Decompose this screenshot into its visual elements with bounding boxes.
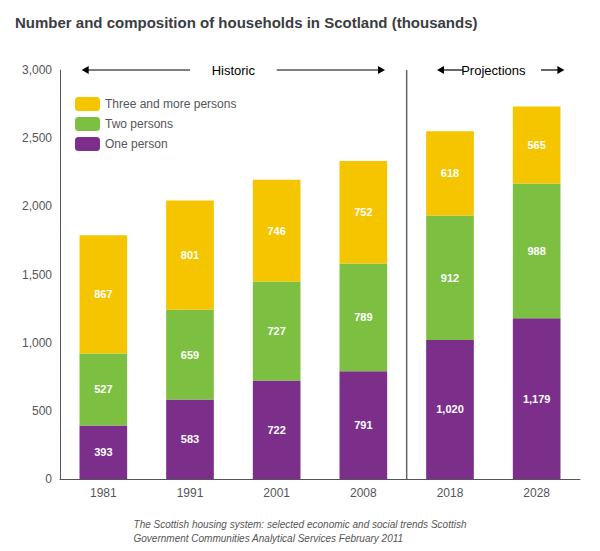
svg-text:0: 0: [45, 472, 52, 486]
svg-text:Government Communities Analyti: Government Communities Analytical Servic…: [134, 533, 404, 544]
svg-text:727: 727: [267, 325, 285, 337]
svg-text:801: 801: [181, 249, 199, 261]
svg-text:2,500: 2,500: [22, 131, 52, 145]
svg-text:2008: 2008: [350, 486, 377, 500]
svg-text:Projections: Projections: [461, 63, 526, 78]
svg-text:527: 527: [94, 383, 112, 395]
svg-text:2,000: 2,000: [22, 199, 52, 213]
svg-text:1991: 1991: [177, 486, 204, 500]
svg-text:1,000: 1,000: [22, 336, 52, 350]
svg-text:Historic: Historic: [212, 63, 256, 78]
svg-text:659: 659: [181, 349, 199, 361]
svg-text:867: 867: [94, 288, 112, 300]
svg-text:1,500: 1,500: [22, 268, 52, 282]
svg-text:Two persons: Two persons: [105, 117, 173, 131]
svg-text:722: 722: [267, 424, 285, 436]
svg-text:2001: 2001: [263, 486, 290, 500]
svg-text:3,000: 3,000: [22, 63, 52, 77]
svg-text:912: 912: [441, 272, 459, 284]
svg-text:Number and composition of hous: Number and composition of households in …: [15, 14, 478, 31]
svg-text:791: 791: [354, 419, 372, 431]
svg-text:The Scottish housing system: s: The Scottish housing system: selected ec…: [134, 519, 467, 530]
svg-text:1,179: 1,179: [523, 393, 551, 405]
svg-text:988: 988: [527, 245, 545, 257]
svg-text:746: 746: [267, 225, 285, 237]
svg-text:789: 789: [354, 311, 372, 323]
svg-text:565: 565: [527, 139, 545, 151]
svg-text:1981: 1981: [90, 486, 117, 500]
svg-text:Three and more persons: Three and more persons: [105, 97, 236, 111]
svg-text:393: 393: [94, 446, 112, 458]
svg-text:500: 500: [32, 404, 52, 418]
svg-text:583: 583: [181, 433, 199, 445]
svg-text:2028: 2028: [523, 486, 550, 500]
svg-text:One person: One person: [105, 137, 168, 151]
svg-text:1,020: 1,020: [436, 403, 464, 415]
svg-text:2018: 2018: [437, 486, 464, 500]
svg-text:752: 752: [354, 206, 372, 218]
svg-text:618: 618: [441, 167, 459, 179]
